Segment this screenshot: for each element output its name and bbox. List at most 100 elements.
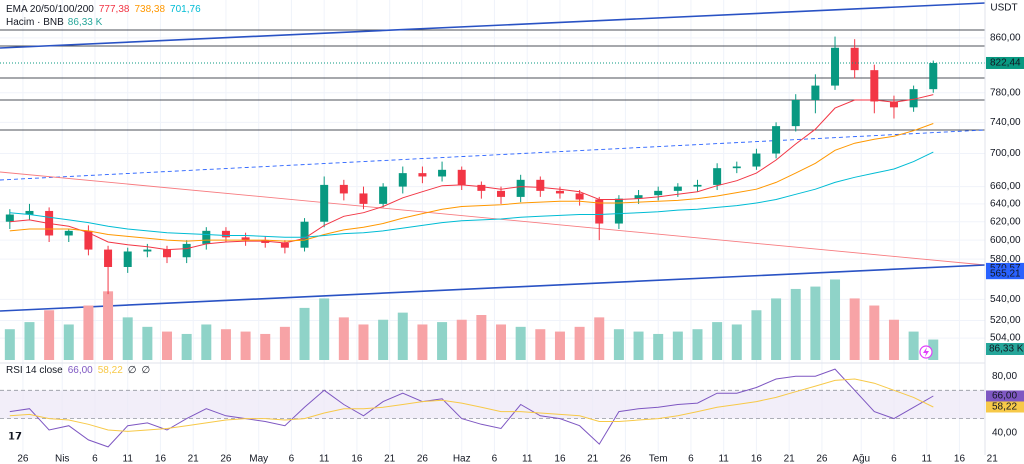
volume-bar [712,322,723,360]
volume-bar [103,291,114,360]
volume-bar [260,333,271,360]
y-tick-label: 700,00 [990,148,1021,159]
candle-body [595,199,604,224]
candle-body [163,249,172,258]
candle-body [811,85,820,100]
axis-panel [985,0,1024,455]
x-tick-label: 21 [384,454,396,464]
y-tick-label: 780,00 [990,87,1021,98]
candle-body [575,193,584,200]
line-marker-label: 565,21 [990,268,1021,279]
volume-marker-label: 86,33 K [989,344,1024,355]
candle-body [457,169,466,185]
x-tick-label: 26 [816,454,828,464]
y-tick-label: 620,00 [990,216,1021,227]
candle-body [909,89,918,108]
candle-body [791,99,800,127]
ema-value: 701,76 [170,4,201,15]
x-tick-label: 16 [751,454,763,464]
volume-legend: Hacim · BNB 86,33 K [6,17,103,28]
y-tick-label: 540,00 [990,294,1021,305]
candle-body [300,221,309,248]
x-tick-label: 16 [554,454,566,464]
x-tick-label: 6 [891,454,897,464]
volume-bar [319,298,330,360]
rsi-marker [986,401,1024,413]
volume-bar [378,319,389,360]
candle-body [104,249,113,267]
x-tick-label: 16 [351,454,363,464]
grid [0,0,985,455]
marks [0,36,985,448]
y-tick-label: 600,00 [990,235,1021,246]
volume-bar [299,307,310,360]
candle-body [320,184,329,222]
candle-body [143,249,152,252]
x-tick-label: 16 [155,454,167,464]
volume-bar [574,326,585,360]
alert-bolt [923,347,929,357]
line-marker [986,268,1024,280]
x-tick-label: 21 [987,454,999,464]
candle-body [673,186,682,191]
candle-body [497,190,506,197]
volume-bar [928,339,939,360]
volume-bar [672,331,683,360]
rsi-values: 66,00 58,22 ∅ ∅ [68,365,151,376]
ema-title: EMA 20/50/100/200 [6,4,94,15]
volume-marker [986,343,1024,355]
volume-bar [554,331,565,360]
ema-legend: EMA 20/50/100/200 777,38 738,38 701,76 [6,4,201,15]
candle-body [221,230,230,238]
volume-title: Hacim · BNB [6,17,64,28]
ema-line [9,123,934,242]
candle-body [850,47,859,71]
volume-bar [849,298,860,360]
volume-bar [496,324,507,360]
trend-line [0,171,986,266]
volume-bar [869,305,880,360]
rsi-value: 58,22 [98,365,123,376]
y-tick-label: 740,00 [990,117,1021,128]
x-tick-label: 11 [922,454,933,464]
rsi-band [0,390,985,419]
volume-bar [515,326,526,360]
volume-bar [240,331,251,360]
volume-bar [633,331,644,360]
rsi-extra: ∅ [128,365,137,376]
y-tick-label: 520,00 [990,315,1021,326]
rsi-line [9,378,934,432]
volume-bar [653,333,664,360]
y-tick-label: 40,00 [992,427,1017,438]
candle-body [536,179,545,191]
volume-bar [535,329,546,360]
rsi-marker-label: 58,22 [992,402,1017,413]
candle-body [398,173,407,187]
volume-bar [63,324,74,360]
volume-bar [790,288,801,360]
candle-body [182,243,191,258]
ema-line [9,94,934,251]
volume-bar [397,312,408,360]
candle-body [123,251,132,267]
trend-line [0,129,986,181]
volume-bar [771,298,782,360]
x-tick-label: 11 [522,454,533,464]
rsi-value: 66,00 [68,365,93,376]
volume-bar [181,333,192,360]
x-tick-label: Ağu [852,454,870,464]
volume-bar [358,324,369,360]
volume-bar [810,286,821,360]
volume-bar [613,329,624,360]
volume-bar [751,310,762,360]
rsi-title: RSI 14 close [6,365,63,376]
candle-body [202,230,211,244]
x-tick-label: 11 [319,454,330,464]
candle-body [614,198,623,224]
volume-bar [456,319,467,360]
volume-bar [437,322,448,360]
candle-body [929,62,938,90]
x-tick-label: 26 [417,454,429,464]
